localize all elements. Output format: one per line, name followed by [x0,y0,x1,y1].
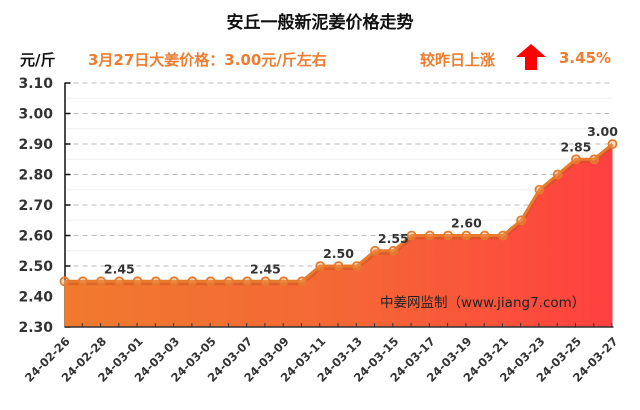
data-label: 2.50 [323,246,354,261]
data-point [479,230,490,241]
data-label: 3.00 [587,124,618,139]
data-point [242,276,253,287]
data-point [497,230,508,241]
data-point [96,276,106,287]
data-point [571,154,581,165]
price-line [64,142,614,283]
y-tick-label: 2.30 [18,320,53,336]
data-label: 2.55 [378,231,409,246]
data-point [114,276,125,287]
price-headline: 3月27日大姜价格：3.00元/斤左右 [88,51,327,69]
data-point [552,169,563,180]
y-tick-label: 2.80 [18,168,53,184]
data-point [315,261,326,271]
data-point [424,230,435,241]
data-point [59,276,70,287]
data-labels: 2.45 2.45 2.50 2.55 2.60 2.853.00 [104,124,618,276]
data-point [205,276,216,287]
data-point [333,261,344,271]
watermark: 中姜网监制（www.jiang7.com） [380,295,585,311]
y-tick-label: 2.90 [18,137,53,153]
y-tick-label: 3.10 [18,76,53,92]
data-point [406,230,417,241]
data-point [388,245,399,256]
data-point [187,276,198,287]
y-tick-label: 2.60 [18,229,53,245]
data-point [297,276,307,287]
data-point [260,276,271,287]
data-point [150,276,161,287]
data-point [370,245,380,256]
chart-title: 安丘一般新泥姜价格走势 [226,13,414,33]
data-point [534,184,545,195]
data-point [589,154,600,165]
y-axis-unit: 元/斤 [20,51,56,69]
y-tick-label: 2.50 [18,259,53,275]
data-point [607,139,618,149]
y-tick-label: 2.70 [18,198,53,214]
data-point [278,276,289,287]
data-point [443,230,454,241]
price-line-shadow [64,144,614,286]
data-point [223,276,234,287]
data-point [77,276,88,287]
data-point [169,276,180,287]
data-label: 2.60 [451,216,482,231]
change-label: 较昨日上涨 [420,51,496,69]
x-axis: 24-02-2624-02-2824-03-0124-03-0324-03-05… [22,323,621,385]
data-label: 2.45 [250,261,281,276]
y-tick-label: 3.00 [18,107,53,123]
data-point [461,230,472,241]
data-label: 2.45 [104,261,135,276]
y-axis: 3.10 3.00 2.90 2.80 2.70 2.60 2.50 2.40 2.30 [18,76,71,336]
up-arrow-icon [516,44,546,70]
data-point [351,261,362,271]
data-point [132,276,143,287]
y-tick-label: 2.40 [18,290,53,306]
data-point [516,215,527,226]
data-point-markers [59,139,618,287]
change-value: 3.45% [559,49,612,67]
data-label: 2.85 [561,139,592,154]
